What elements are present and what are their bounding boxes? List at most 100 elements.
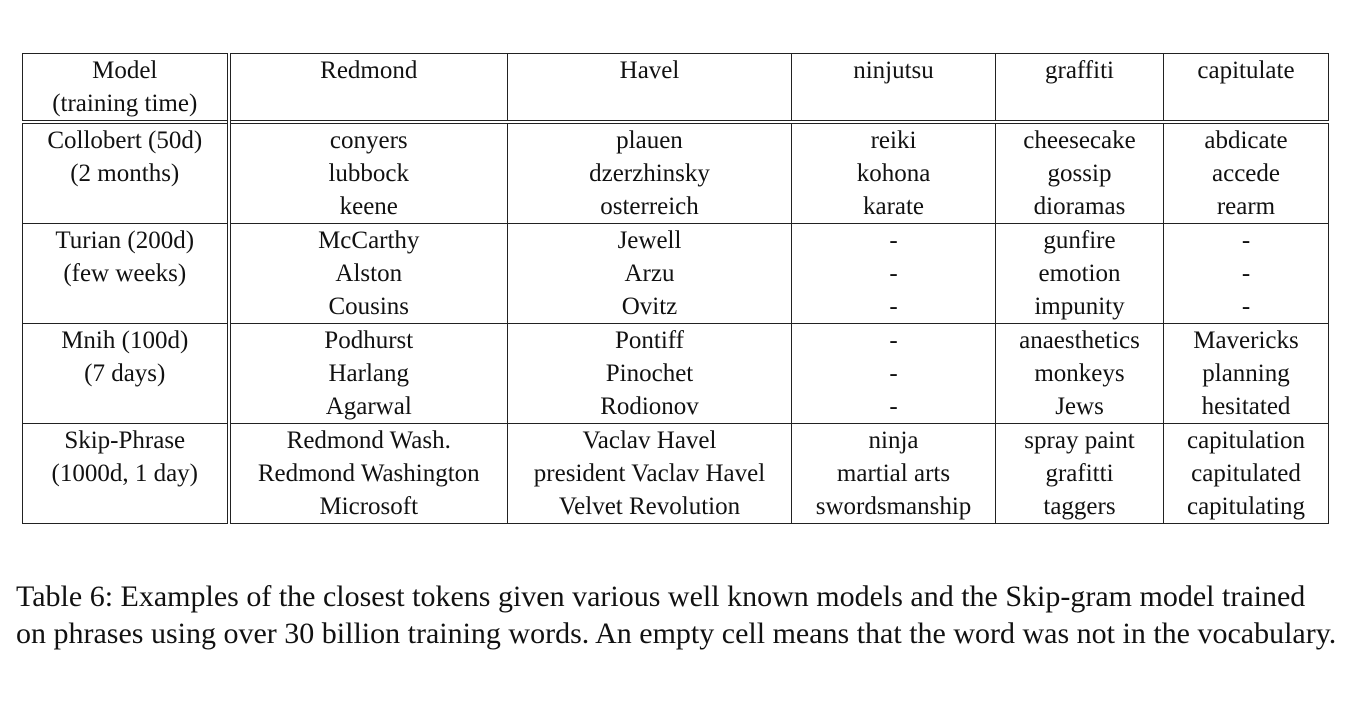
token-cell: McCarthy Alston Cousins — [228, 223, 508, 324]
column-header-label: capitulate — [1197, 57, 1295, 84]
token: - — [889, 360, 898, 387]
model-name: Collobert (50d) — [47, 127, 203, 154]
token: accede — [1212, 160, 1280, 187]
token: gunfire — [1043, 227, 1116, 254]
column-header-label: Redmond — [320, 57, 418, 84]
token: capitulating — [1186, 493, 1306, 520]
token: martial arts — [836, 460, 951, 487]
table-row-mnih: Mnih (100d) (7 days) Podhurst Harlang Agar… — [22, 323, 1329, 424]
token: Harlang — [328, 360, 410, 387]
token-cell: anaesthetics monkeys Jews — [995, 323, 1164, 424]
token: keene — [339, 193, 398, 220]
token: Jews — [1055, 393, 1104, 420]
token: planning — [1202, 360, 1290, 387]
column-header-graffiti: graffiti — [995, 53, 1164, 122]
token: Podhurst — [324, 327, 414, 354]
model-name: Turian (200d) — [55, 227, 195, 254]
token: emotion — [1038, 260, 1121, 287]
token: Vaclav Havel — [582, 427, 717, 454]
token: swordsmanship — [815, 493, 972, 520]
token-cell: - - - — [1163, 223, 1329, 324]
token: ninja — [868, 427, 919, 454]
model-header-cell: Model (training time) — [22, 53, 231, 122]
token-cell: - - - — [791, 323, 996, 424]
token-cell: cheesecake gossip dioramas — [995, 120, 1164, 224]
token: Velvet Revolution — [558, 493, 741, 520]
token: kohona — [856, 160, 931, 187]
table-caption: Table 6: Examples of the closest tokens … — [16, 580, 1337, 650]
token-cell: plauen dzerzhinsky osterreich — [507, 120, 792, 224]
table-header-row: Model (training time) Redmond Havel ninj… — [22, 53, 1329, 122]
token-cell: gunfire emotion impunity — [995, 223, 1164, 324]
token: impunity — [1034, 293, 1125, 320]
token-cell: capitulation capitulated capitulating — [1163, 423, 1329, 524]
token: Cousins — [328, 293, 410, 320]
token: spray paint — [1024, 427, 1135, 454]
token: dzerzhinsky — [589, 160, 710, 187]
token: Alston — [335, 260, 403, 287]
column-header-label: graffiti — [1045, 57, 1114, 84]
table-row-skip-phrase: Skip-Phrase (1000d, 1 day) Redmond Wash.… — [22, 423, 1329, 524]
column-header-ninjutsu: ninjutsu — [791, 53, 996, 122]
column-header-capitulate: capitulate — [1163, 53, 1329, 122]
token-cell: Pontiff Pinochet Rodionov — [507, 323, 792, 424]
model-header-line-1: Model — [92, 57, 158, 84]
token-cell: Vaclav Havel president Vaclav Havel Velvet… — [507, 423, 792, 524]
token: abdicate — [1204, 127, 1288, 154]
token: grafitti — [1045, 460, 1114, 487]
model-name-cell: Turian (200d) (few weeks) — [22, 223, 231, 324]
token-cell: abdicate accede rearm — [1163, 120, 1329, 224]
model-name-cell: Mnih (100d) (7 days) — [22, 323, 231, 424]
table-row-collobert: Collobert (50d) (2 months) conyers lubboc… — [22, 120, 1329, 224]
token: - — [889, 227, 898, 254]
token: - — [889, 293, 898, 320]
column-header-redmond: Redmond — [228, 53, 508, 122]
model-training-time: (2 months) — [70, 160, 180, 187]
token: - — [1241, 293, 1251, 320]
model-name-cell: Skip-Phrase (1000d, 1 day) — [22, 423, 231, 524]
token: Arzu — [624, 260, 675, 287]
token: taggers — [1043, 493, 1116, 520]
token: Pinochet — [605, 360, 694, 387]
token: lubbock — [328, 160, 410, 187]
model-training-time: (few weeks) — [63, 260, 187, 287]
token: rearm — [1216, 193, 1276, 220]
token: cheesecake — [1023, 127, 1136, 154]
model-header-line-2: (training time) — [52, 90, 198, 117]
token: Pontiff — [615, 327, 684, 354]
token: Agarwal — [325, 393, 412, 420]
column-header-label: ninjutsu — [853, 57, 934, 84]
token-cell: Jewell Arzu Ovitz — [507, 223, 792, 324]
token-cell: reiki kohona karate — [791, 120, 996, 224]
token: capitulated — [1191, 460, 1301, 487]
token: hesitated — [1201, 393, 1291, 420]
token: Microsoft — [319, 493, 419, 520]
results-table-container: Model (training time) Redmond Havel ninj… — [22, 53, 1329, 524]
table-row-turian: Turian (200d) (few weeks) McCarthy Alston… — [22, 223, 1329, 324]
token: McCarthy — [318, 227, 420, 254]
token: president Vaclav Havel — [533, 460, 766, 487]
token: anaesthetics — [1019, 327, 1140, 354]
token: karate — [862, 193, 925, 220]
token: gossip — [1047, 160, 1112, 187]
token: conyers — [329, 127, 408, 154]
token: osterreich — [600, 193, 699, 220]
token-cell: Redmond Wash. Redmond Washington Microsoft — [228, 423, 508, 524]
token: Rodionov — [600, 393, 699, 420]
token: - — [889, 260, 898, 287]
model-name: Skip-Phrase — [64, 427, 186, 454]
token: Mavericks — [1193, 327, 1299, 354]
model-training-time: (1000d, 1 day) — [51, 460, 199, 487]
token-cell: spray paint grafitti taggers — [995, 423, 1164, 524]
column-header-label: Havel — [619, 57, 680, 84]
closest-tokens-table: Model (training time) Redmond Havel ninj… — [22, 53, 1329, 524]
token: - — [889, 327, 898, 354]
token: - — [889, 393, 898, 420]
token: - — [1241, 227, 1251, 254]
token-cell: conyers lubbock keene — [228, 120, 508, 224]
model-training-time: (7 days) — [84, 360, 166, 387]
token-cell: - - - — [791, 223, 996, 324]
token: - — [1241, 260, 1251, 287]
token: Jewell — [617, 227, 682, 254]
token-cell: Mavericks planning hesitated — [1163, 323, 1329, 424]
